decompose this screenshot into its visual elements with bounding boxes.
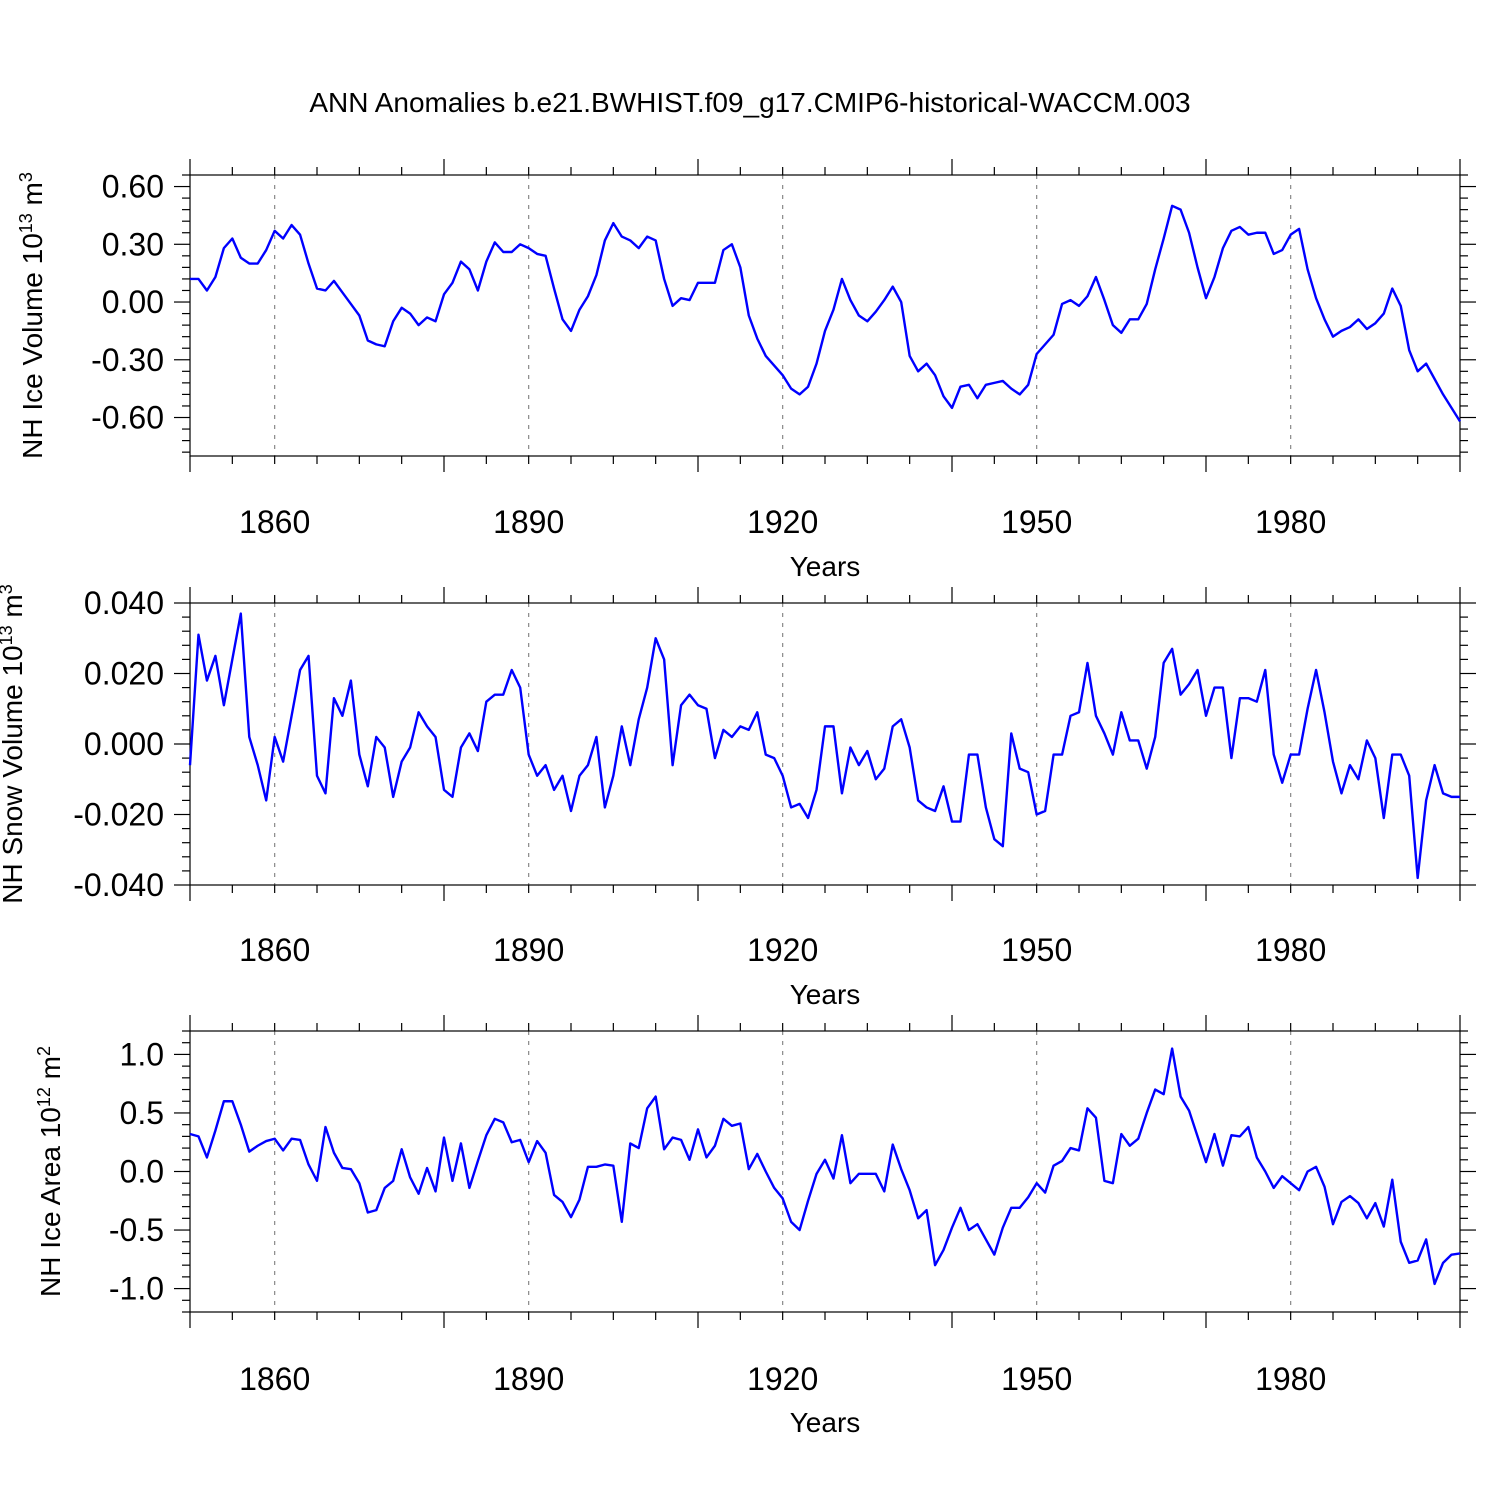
y-tick-label: 0.000 <box>84 726 164 762</box>
y-axis-label: NH Ice Volume 1013 m3 <box>16 172 48 459</box>
y-tick-label: -0.040 <box>73 867 164 903</box>
plot-frame <box>189 1030 1461 1313</box>
x-axis-label: Years <box>790 1407 861 1438</box>
x-tick-label: 1860 <box>239 1361 310 1397</box>
y-axis-label: NH Snow Volume 1013 m3 <box>0 584 28 904</box>
y-tick-label: -0.020 <box>73 797 164 833</box>
x-tick-label: 1920 <box>747 932 818 968</box>
ice-area-panel: 1.0 0.5 0.0 -0.5 -1.0 1860 1890 1920 1950 1980 Yea… <box>34 1015 1476 1438</box>
ice-volume-panel: 0.60 0.30 0.00 -0.30 -0.60 1860 1890 1920 1950 19… <box>16 159 1476 582</box>
y-tick-label: -0.30 <box>91 342 164 378</box>
x-tick-label: 1890 <box>493 504 564 540</box>
x-tick-label: 1980 <box>1255 504 1326 540</box>
x-tick-label: 1950 <box>1001 932 1072 968</box>
nh-ice-area-series-line <box>189 1047 1461 1286</box>
x-axis-label: Years <box>790 979 861 1010</box>
y-tick-label: 0.5 <box>120 1095 164 1131</box>
chart-title: ANN Anomalies b.e21.BWHIST.f09_g17.CMIP6… <box>309 87 1190 118</box>
x-tick-label: 1860 <box>239 932 310 968</box>
x-tick-label: 1920 <box>747 1361 818 1397</box>
x-axis-label: Years <box>790 551 861 582</box>
nh-snow-volume-series-line <box>188 612 1460 880</box>
plot-frame <box>189 174 1461 457</box>
x-tick-label: 1980 <box>1255 932 1326 968</box>
x-tick-label: 1890 <box>493 1361 564 1397</box>
snow-volume-panel: 0.040 0.020 0.000 -0.020 -0.040 1860 1890 1920 1… <box>0 584 1476 1010</box>
y-axis-label: NH Ice Area 1012 m2 <box>34 1046 66 1297</box>
x-tick-label: 1950 <box>1001 504 1072 540</box>
x-tick-label: 1890 <box>493 932 564 968</box>
y-tick-label: 1.0 <box>120 1036 164 1072</box>
y-tick-label: 0.60 <box>102 169 164 205</box>
y-tick-label: 0.30 <box>102 226 164 262</box>
y-tick-label: 0.00 <box>102 284 164 320</box>
x-tick-label: 1980 <box>1255 1361 1326 1397</box>
nh-ice-volume-series-line <box>190 204 1462 422</box>
x-tick-label: 1920 <box>747 504 818 540</box>
y-tick-label: -1.0 <box>109 1271 164 1307</box>
y-tick-label: -0.60 <box>91 400 164 436</box>
x-tick-label: 1860 <box>239 504 310 540</box>
x-tick-label: 1950 <box>1001 1361 1072 1397</box>
y-tick-label: -0.5 <box>109 1212 164 1248</box>
y-tick-label: 0.0 <box>120 1154 164 1190</box>
y-tick-label: 0.040 <box>84 585 164 621</box>
y-tick-label: 0.020 <box>84 656 164 692</box>
